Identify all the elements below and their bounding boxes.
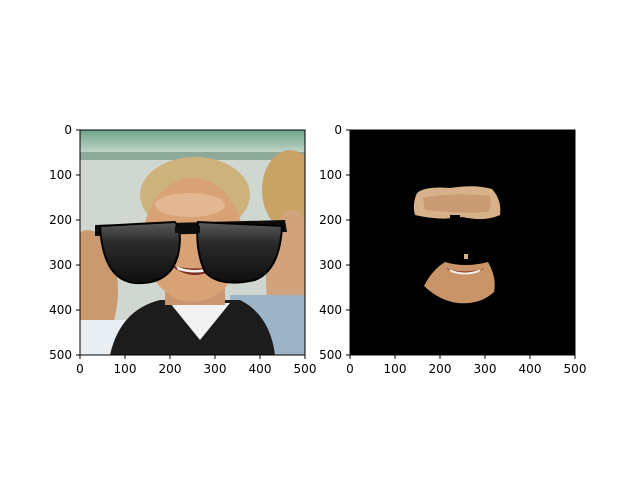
right-y-tick-label: 200 <box>319 213 342 227</box>
left-x-tick-label: 0 <box>76 362 84 376</box>
right-y-tick-label: 500 <box>319 348 342 362</box>
left-x-tick-label: 200 <box>159 362 182 376</box>
right-x-tick-label: 500 <box>564 362 587 376</box>
right-x-ticks <box>349 355 576 359</box>
right-y-tick-label: 0 <box>334 123 342 137</box>
right-y-tick-label: 400 <box>319 303 342 317</box>
left-x-tick-label: 400 <box>249 362 272 376</box>
sunglasses-overlay <box>95 220 287 285</box>
left-y-tick-label: 100 <box>49 168 72 182</box>
left-x-tick-label: 100 <box>114 362 137 376</box>
right-y-tick-label: 300 <box>319 258 342 272</box>
left-y-tick-label: 400 <box>49 303 72 317</box>
left-y-tick-label: 200 <box>49 213 72 227</box>
right-x-tick-label: 300 <box>474 362 497 376</box>
right-x-tick-label: 100 <box>384 362 407 376</box>
left-x-tick-label: 300 <box>204 362 227 376</box>
right-y-tick-label: 100 <box>319 168 342 182</box>
right-x-tick-label: 400 <box>519 362 542 376</box>
left-y-tick-label: 300 <box>49 258 72 272</box>
left-y-tick-label: 500 <box>49 348 72 362</box>
left-x-tick-label: 500 <box>294 362 317 376</box>
left-y-ticks <box>76 129 80 356</box>
right-x-tick-label: 0 <box>346 362 354 376</box>
left-y-tick-label: 0 <box>64 123 72 137</box>
right-x-tick-label: 200 <box>429 362 452 376</box>
right-mask-panel <box>350 130 575 355</box>
left-x-ticks <box>79 355 306 359</box>
right-y-ticks <box>346 129 350 356</box>
left-image-panel <box>80 130 305 355</box>
